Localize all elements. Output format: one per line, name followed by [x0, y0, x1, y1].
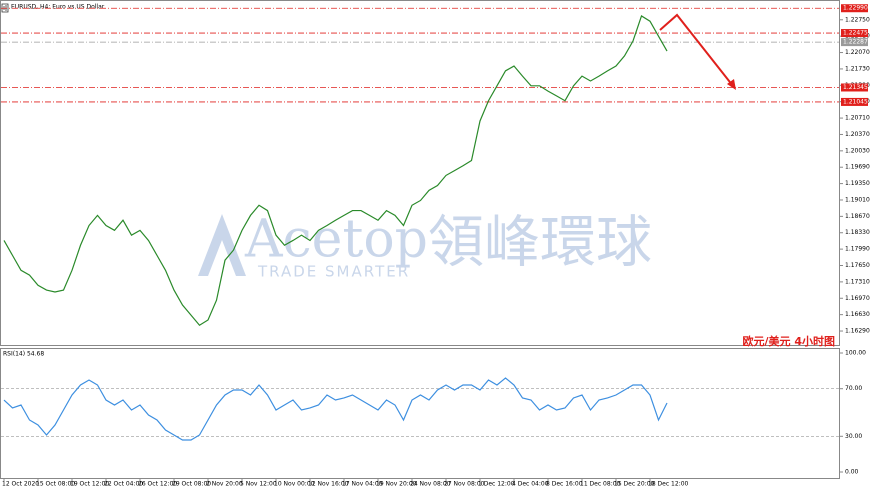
y-tick-label: 1.19010: [845, 196, 870, 203]
y-tick-label: 1.19690: [845, 164, 870, 171]
x-tick-label: 12 Oct 2020: [2, 481, 39, 488]
y-tick-label: 0.00: [845, 469, 859, 476]
level-tag: [841, 4, 868, 13]
y-tick-label: 1.18670: [845, 213, 870, 220]
y-tick-label: 1.18330: [845, 229, 870, 236]
y-tick-label: 1.16970: [845, 295, 870, 302]
y-tick-label: 1.17990: [845, 246, 870, 253]
x-tick-label: 24 Nov 08:00: [410, 481, 451, 488]
y-tick-label: 1.22070: [845, 49, 870, 56]
level-tag: [841, 29, 868, 38]
x-tick-label: 15 Oct 08:00: [36, 481, 75, 488]
y-tick-label: 30.00: [845, 433, 862, 440]
x-tick-label: 1 Dec 12:00: [478, 481, 515, 488]
y-tick-label: 1.17310: [845, 278, 870, 285]
x-tick-label: 27 Nov 08:00: [444, 481, 485, 488]
watermark-chinese: 領峰環球: [428, 211, 652, 276]
main-panel: [0, 0, 840, 346]
level-tag: [841, 38, 868, 47]
x-tick-label: 26 Oct 12:00: [138, 481, 177, 488]
series-line: [3, 15, 668, 327]
x-tick-label: 15 Dec 20:00: [614, 481, 655, 488]
x-tick-label: 19 Oct 12:00: [70, 481, 109, 488]
x-tick-label: 2 Nov 20:00: [206, 481, 243, 488]
y-tick-label: 1.22750: [845, 16, 870, 23]
watermark: Acetop 領峰環球 TRADE SMARTER: [198, 210, 652, 281]
x-tick-label: 11 Dec 08:00: [580, 481, 621, 488]
x-tick-label: 17 Nov 04:00: [342, 481, 383, 488]
x-tick-label: 5 Nov 12:00: [240, 481, 277, 488]
forecast-arrow: [659, 13, 734, 87]
y-tick-label: 70.00: [845, 385, 862, 392]
y-tick-label: 1.16290: [845, 328, 870, 335]
x-tick-label: 10 Nov 00:00: [274, 481, 315, 488]
y-tick-label: 1.19350: [845, 180, 870, 187]
x-tick-label: 4 Dec 04:00: [512, 481, 549, 488]
level-label: 1.22287: [843, 39, 868, 46]
y-tick-label: 1.21730: [845, 65, 870, 72]
x-tick-label: 18 Dec 12:00: [648, 481, 689, 488]
level-label: 1.21045: [843, 98, 868, 105]
rsi-panel: [0, 348, 840, 479]
x-tick-label: 8 Dec 16:00: [546, 481, 583, 488]
level-tag: [841, 97, 868, 106]
level-label: 1.21345: [843, 84, 868, 91]
series-line: [3, 377, 668, 441]
y-tick-label: 1.20370: [845, 131, 870, 138]
y-tick-label: 1.17650: [845, 262, 870, 269]
x-tick-label: 22 Oct 04:00: [104, 481, 143, 488]
annotation: 欧元/美元 4小时图: [742, 334, 835, 348]
arrow-head: [727, 79, 736, 90]
y-tick-label: 1.20030: [845, 147, 870, 154]
y-tick-label: 100.00: [845, 350, 866, 357]
x-tick-label: 19 Nov 20:00: [376, 481, 417, 488]
y-tick-label: 1.16630: [845, 311, 870, 318]
level-label: 1.22475: [843, 30, 868, 37]
x-tick-label: 12 Nov 16:00: [308, 481, 349, 488]
watermark-brand: Acetop: [244, 210, 428, 270]
level-label: 1.22990: [843, 5, 868, 12]
x-tick-label: 29 Oct 08:00: [172, 481, 211, 488]
rsi-title: RSI(14) 54.68: [3, 351, 44, 358]
y-tick-label: 1.20710: [845, 115, 870, 122]
watermark-tagline: TRADE SMARTER: [257, 263, 410, 281]
watermark-logo: [198, 214, 246, 276]
level-tag: [841, 83, 868, 92]
chart-title: EURUSD, H4: Euro vs US Dollar: [11, 4, 105, 11]
